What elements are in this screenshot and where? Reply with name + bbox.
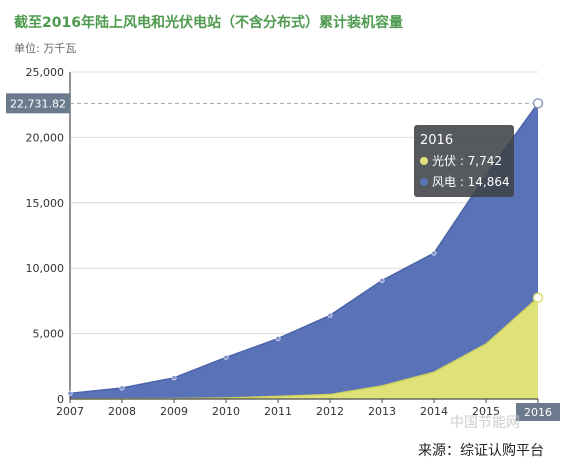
tooltip-marker — [420, 157, 428, 165]
unit-label: 单位: 万千瓦 — [14, 42, 77, 55]
tooltip-box — [414, 125, 514, 197]
source-label: 来源：综证认购平台 — [418, 443, 544, 459]
wind-point — [119, 385, 125, 391]
y-tick-label: 25,000 — [26, 66, 65, 79]
wind-point-highlight — [532, 98, 544, 109]
tooltip-item: 光伏 : 7,742 — [432, 154, 502, 168]
y-tick-label: 20,000 — [26, 131, 65, 144]
x-tick-label: 2012 — [316, 405, 344, 418]
x-tick-label: 2015 — [472, 405, 500, 418]
crosshair-label-bg — [6, 93, 70, 114]
chart-title: 截至2016年陆上风电和光伏电站（不含分布式）累计装机容量 — [14, 15, 403, 31]
y-tick-label: 0 — [57, 393, 64, 406]
wind-point — [171, 375, 177, 381]
series-solar-area — [70, 297, 538, 399]
x-tick-label: 2016 — [524, 406, 552, 419]
x-crosshair-label-bg — [516, 403, 560, 421]
series-wind-line — [69, 102, 539, 395]
tooltip-marker — [420, 178, 428, 186]
wind-point — [223, 354, 229, 360]
axis-layer: 0 5,000 10,000 15,000 20,000 25,000 2007 2008 20… — [6, 66, 560, 421]
x-tick-label: 2014 — [420, 405, 448, 418]
marker-layer — [67, 98, 544, 396]
series-wind-area — [70, 103, 538, 399]
wind-point — [379, 277, 385, 283]
y-tick-label: 10,000 — [26, 262, 65, 275]
y-tick-label: 5,000 — [33, 328, 65, 341]
wind-point — [275, 336, 281, 342]
wind-point — [67, 390, 73, 396]
crosshair-value-label: 22,731.82 — [10, 97, 66, 110]
x-tick-label: 2008 — [108, 405, 136, 418]
x-tick-label: 2011 — [264, 405, 292, 418]
wind-point — [431, 250, 437, 256]
solar-point-highlight — [532, 292, 544, 303]
tooltip-item: 风电 : 14,864 — [432, 175, 510, 189]
x-tick-label: 2009 — [160, 405, 188, 418]
watermark-logo: 中国节能网 — [450, 415, 520, 431]
wind-point — [327, 312, 333, 318]
y-tick-label: 15,000 — [26, 197, 65, 210]
tooltip-title: 2016 — [420, 133, 453, 148]
x-tick-label: 2013 — [368, 405, 396, 418]
x-tick-label: 2010 — [212, 405, 240, 418]
x-tick-label: 2007 — [56, 405, 84, 418]
tooltip-layer: 2016 光伏 : 7,742 风电 : 14,864 — [414, 125, 514, 197]
